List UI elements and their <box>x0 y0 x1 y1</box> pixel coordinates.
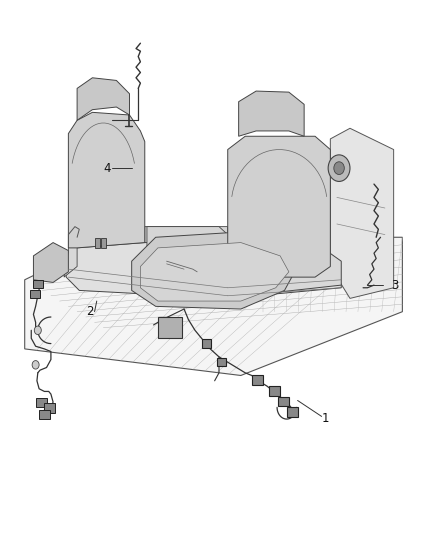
Polygon shape <box>330 128 394 298</box>
Text: 4: 4 <box>103 161 111 175</box>
Text: 3: 3 <box>392 279 399 292</box>
Polygon shape <box>33 243 68 282</box>
Bar <box>252 375 263 384</box>
Polygon shape <box>64 227 145 277</box>
Polygon shape <box>141 243 289 301</box>
Text: 2: 2 <box>86 305 93 318</box>
Text: 1: 1 <box>321 411 329 424</box>
Bar <box>158 317 182 338</box>
Polygon shape <box>197 243 341 296</box>
Circle shape <box>32 361 39 369</box>
Bar <box>36 398 47 407</box>
Polygon shape <box>25 237 403 375</box>
Bar <box>101 238 106 248</box>
Bar <box>217 358 226 367</box>
Bar <box>30 290 40 298</box>
Bar <box>44 403 55 413</box>
Polygon shape <box>147 227 228 256</box>
Bar <box>33 280 43 288</box>
Bar <box>278 397 289 406</box>
Bar <box>95 238 100 248</box>
Polygon shape <box>68 112 145 248</box>
Polygon shape <box>77 78 130 120</box>
Bar <box>287 407 297 417</box>
Bar <box>269 386 280 395</box>
Polygon shape <box>239 91 304 136</box>
Circle shape <box>328 155 350 181</box>
Polygon shape <box>228 136 330 277</box>
Bar <box>201 340 211 348</box>
Circle shape <box>334 162 344 174</box>
Polygon shape <box>66 243 341 298</box>
Bar <box>39 409 50 419</box>
Polygon shape <box>132 227 228 243</box>
Circle shape <box>34 326 41 335</box>
Polygon shape <box>132 232 297 309</box>
